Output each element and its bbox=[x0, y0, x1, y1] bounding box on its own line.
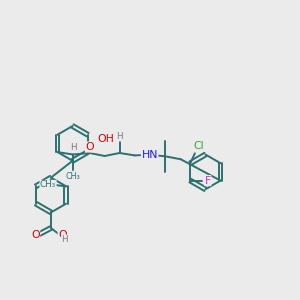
Text: O: O bbox=[31, 230, 40, 240]
Text: Cl: Cl bbox=[193, 141, 204, 152]
Text: H: H bbox=[116, 132, 123, 141]
Text: H: H bbox=[61, 235, 68, 244]
Text: OH: OH bbox=[98, 134, 114, 144]
Text: O: O bbox=[58, 230, 67, 240]
Text: CH₃: CH₃ bbox=[66, 172, 80, 181]
Text: H: H bbox=[70, 143, 76, 152]
Text: CH₃: CH₃ bbox=[40, 180, 56, 189]
Text: O: O bbox=[85, 142, 94, 152]
Text: F: F bbox=[205, 176, 211, 186]
Text: HN: HN bbox=[141, 150, 158, 160]
